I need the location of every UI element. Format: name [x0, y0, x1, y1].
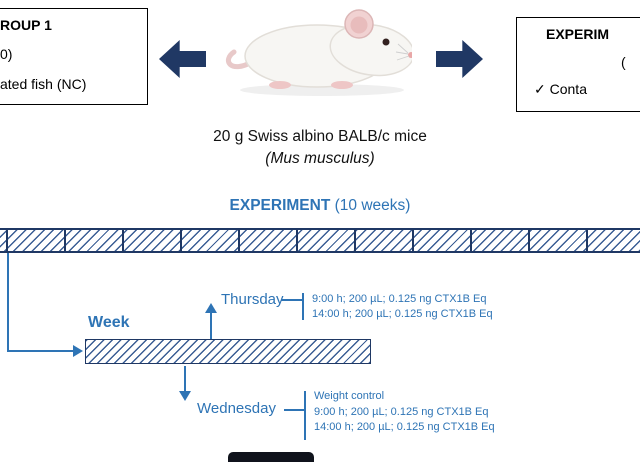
week-connector-arrow-icon — [73, 345, 83, 357]
experiment-duration-text: (10 weeks) — [330, 197, 411, 214]
group2-box: EXPERIM ( ✓ Conta — [516, 17, 640, 112]
checkmark-icon: ✓ — [534, 81, 546, 97]
wednesday-dose-line: 9:00 h; 200 µL; 0.125 ng CTX1B Eq — [314, 405, 489, 418]
group1-title: ROUP 1 — [0, 17, 52, 33]
wednesday-dose-lines: Weight control 9:00 h; 200 µL; 0.125 ng … — [314, 389, 495, 436]
mouse-species-caption: (Mus musculus) — [265, 150, 375, 167]
group1-count: 0) — [0, 46, 13, 62]
wednesday-arrow-line — [184, 366, 186, 393]
group1-description: ated fish (NC) — [0, 76, 87, 92]
group2-description: ✓ Conta — [534, 81, 587, 98]
experiment-timeline-bar — [0, 228, 640, 253]
thursday-dose-line: 9:00 h; 200 µL; 0.125 ng CTX1B Eq — [312, 293, 487, 305]
bottom-bar-fragment — [228, 452, 314, 462]
week-connector-line-horizontal — [7, 350, 73, 352]
experiment-title: EXPERIMENT (10 weeks) — [0, 197, 640, 215]
thursday-dose-lines: 9:00 h; 200 µL; 0.125 ng CTX1B Eq 14:00 … — [312, 292, 493, 322]
thursday-label: Thursday — [221, 291, 284, 308]
thursday-arrow-line — [210, 312, 212, 339]
week-bar — [85, 339, 371, 364]
thursday-bracket — [302, 293, 304, 320]
wednesday-bracket-line — [284, 409, 304, 411]
group2-description-text: Conta — [545, 81, 587, 97]
experiment-title-text: EXPERIMENT — [229, 197, 331, 214]
wednesday-dose-line: 14:00 h; 200 µL; 0.125 ng CTX1B Eq — [314, 421, 495, 433]
group1-box: ROUP 1 0) ated fish (NC) — [0, 8, 148, 105]
week-label: Week — [88, 314, 130, 331]
thursday-bracket-line — [281, 299, 302, 301]
thursday-dose-line: 14:00 h; 200 µL; 0.125 ng CTX1B Eq — [312, 308, 493, 320]
week-connector-line-vertical — [7, 253, 9, 352]
group2-title: EXPERIM — [546, 26, 610, 42]
wednesday-bracket — [304, 391, 306, 440]
group2-count: ( — [621, 54, 626, 70]
mouse-strain-caption: 20 g Swiss albino BALB/c mice — [213, 128, 427, 145]
mouse-photo — [226, 9, 412, 96]
left-arrow-icon — [159, 40, 206, 78]
wednesday-arrow-icon — [179, 391, 191, 401]
wednesday-label: Wednesday — [197, 400, 276, 417]
wednesday-weight-control-line: Weight control — [314, 390, 385, 402]
right-arrow-icon — [436, 40, 483, 78]
thursday-arrow-icon — [205, 303, 217, 313]
